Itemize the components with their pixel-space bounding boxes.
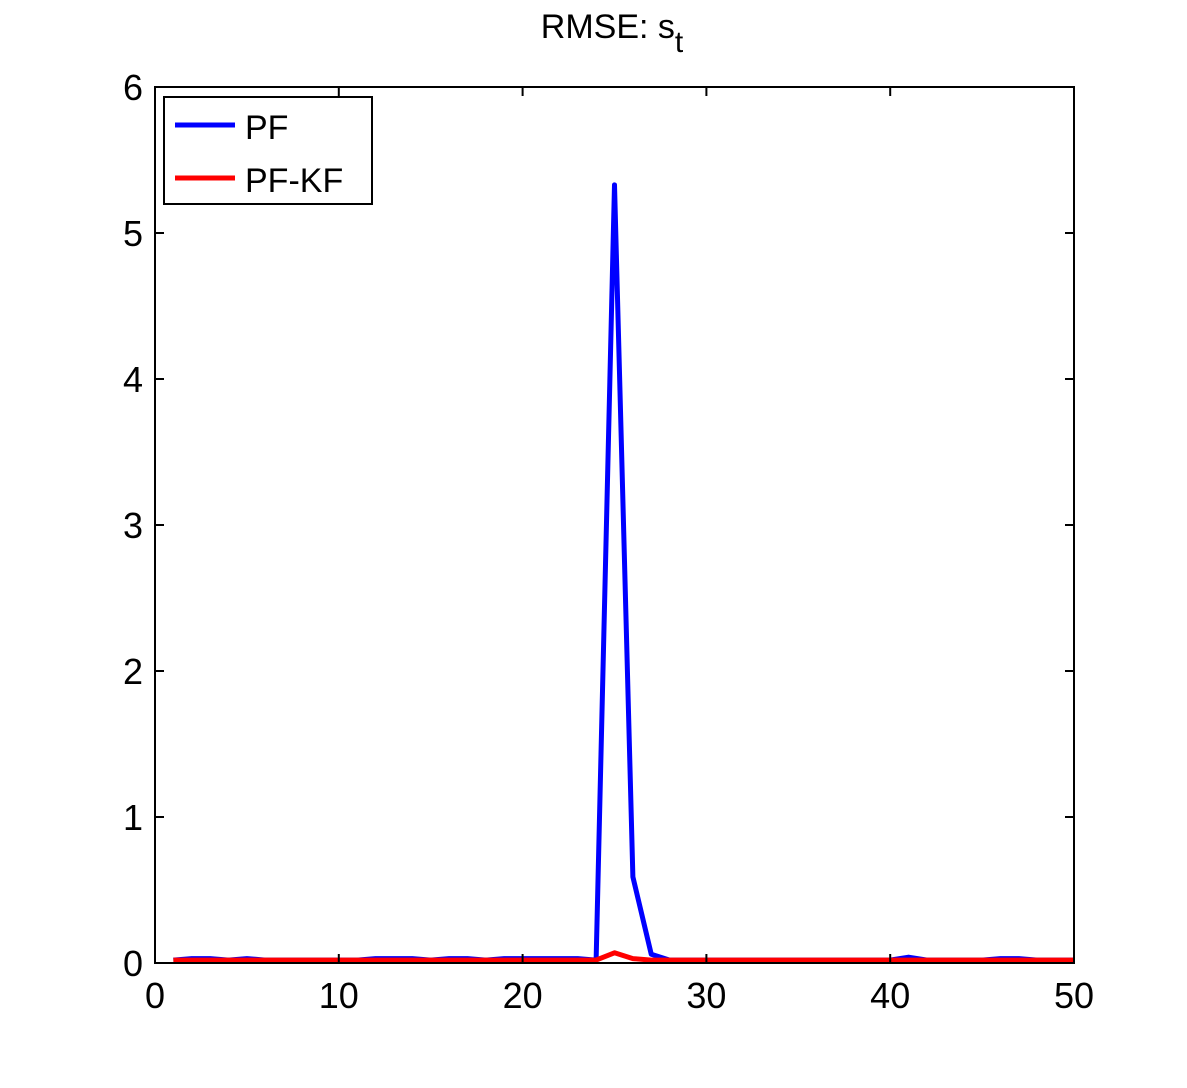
y-tick-label: 1 (123, 797, 143, 838)
legend: PF PF-KF (163, 96, 373, 205)
y-tick-label: 5 (123, 213, 143, 254)
x-tick-label: 30 (686, 975, 726, 1016)
x-tick-label: 0 (145, 975, 165, 1016)
y-tick-label: 2 (123, 651, 143, 692)
chart-title: RMSE: st (541, 8, 684, 59)
x-tick-label: 50 (1054, 975, 1094, 1016)
series-line-pf-kf (173, 950, 1074, 963)
ticks-layer (154, 86, 1075, 964)
legend-label-pfkf: PF-KF (245, 162, 343, 200)
x-tick-label: 10 (319, 975, 359, 1016)
legend-box (163, 96, 373, 205)
y-tick-label: 3 (123, 505, 143, 546)
y-tick-label: 6 (123, 67, 143, 108)
y-tick-label: 4 (123, 359, 143, 400)
y-tick-label: 0 (123, 943, 143, 984)
tick-labels-layer: 0 10 20 30 40 50 0 1 2 3 4 5 6 (123, 67, 1094, 1016)
chart-title-main: RMSE: s (541, 8, 675, 46)
x-tick-label: 20 (503, 975, 543, 1016)
x-tick-label: 40 (870, 975, 910, 1016)
chart-title-subscript: t (675, 26, 684, 59)
series-layer (173, 182, 1074, 963)
legend-label-pf: PF (245, 109, 288, 147)
